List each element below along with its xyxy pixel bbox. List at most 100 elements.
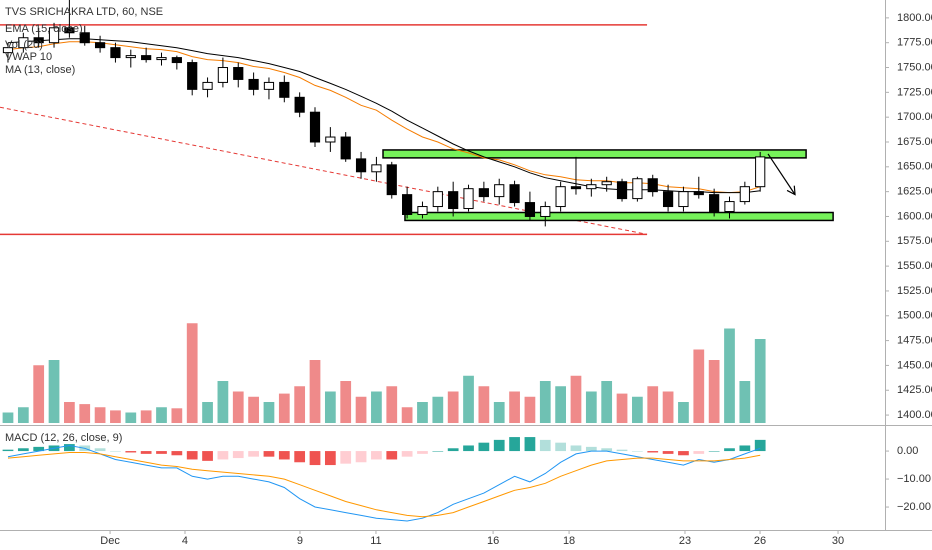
y-tick-label: −10.00: [897, 473, 931, 485]
macd-histogram-bar: [555, 442, 567, 452]
y-tick-label: 1450.00: [897, 359, 932, 371]
volume-bar: [140, 410, 152, 423]
y-tick-label: 1575.00: [897, 235, 932, 247]
y-tick-label: 1425.00: [897, 384, 932, 396]
volume-bar: [432, 396, 444, 423]
legend-entry: Vol (20): [5, 39, 43, 51]
candle-body: [693, 191, 704, 196]
legend-entry: MA (13, close): [5, 64, 75, 76]
volume-bar: [447, 391, 459, 423]
macd-histogram-bar: [524, 437, 536, 452]
macd-histogram-bar: [171, 451, 183, 456]
candle-body: [509, 184, 520, 204]
macd-histogram-bar: [447, 448, 459, 452]
macd-histogram-bar: [140, 451, 152, 454]
y-tick-label: 1500.00: [897, 310, 932, 322]
candle-body: [432, 191, 443, 208]
volume-bar: [585, 391, 597, 423]
macd-histogram-bar: [493, 439, 505, 452]
candle-body: [616, 181, 628, 200]
y-tick-label: 1600.00: [897, 210, 932, 222]
macd-histogram-bar: [278, 451, 290, 460]
macd-histogram-bar: [386, 451, 398, 460]
volume-bar: [570, 375, 582, 423]
candle-body: [2, 47, 14, 54]
volume-bar: [278, 393, 290, 423]
volume-bar: [708, 360, 720, 423]
candle-body: [263, 81, 275, 90]
volume-bar: [463, 375, 474, 423]
volume-bar: [555, 386, 567, 423]
legend-entry: EMA (15, close): [5, 23, 83, 35]
candle-body: [294, 96, 305, 113]
volume-bar: [662, 391, 674, 423]
macd-label: MACD (12, 26, close, 9): [5, 432, 122, 444]
candle-body: [647, 178, 658, 193]
candle-body: [755, 156, 766, 188]
volume-bar: [509, 391, 520, 423]
x-tick-label: 30: [832, 535, 844, 547]
candle-body: [79, 32, 90, 44]
y-tick-label: 1775.00: [897, 37, 932, 49]
candle-body: [724, 201, 735, 213]
candle-body: [402, 194, 413, 215]
macd-histogram-bar: [340, 451, 352, 464]
macd-histogram-bar: [232, 451, 244, 459]
macd-histogram-bar: [94, 448, 106, 452]
candle-body: [540, 206, 551, 217]
volume-bar: [632, 396, 643, 423]
macd-histogram-bar: [708, 451, 720, 452]
candle-body: [171, 57, 182, 64]
volume-bar: [355, 396, 367, 423]
candle-body: [141, 55, 152, 61]
candle-body: [386, 164, 397, 196]
x-tick-label: 4: [182, 535, 188, 547]
volume-bar: [125, 412, 137, 423]
volume-bar: [202, 402, 213, 423]
volume-bar: [340, 381, 352, 423]
macd-histogram-bar: [355, 451, 367, 463]
macd-histogram-bar: [647, 451, 659, 453]
macd-line: [7, 444, 761, 522]
candle-body: [94, 42, 106, 49]
x-tick-label: Dec: [100, 535, 120, 547]
macd-histogram-bar: [478, 442, 490, 452]
macd-histogram-bar: [632, 451, 643, 452]
plot: [0, 0, 834, 522]
volume-bar: [48, 360, 60, 423]
candle-body: [524, 202, 536, 217]
x-tick-label: 18: [563, 535, 575, 547]
volume-bar: [386, 386, 398, 423]
macd-histogram-bar: [678, 451, 689, 456]
volume-bar: [616, 393, 628, 423]
arrow-head: [786, 185, 796, 196]
macd-histogram-bar: [2, 449, 14, 452]
macd-histogram-bar: [601, 448, 613, 452]
volume-bar: [156, 407, 167, 423]
candle-body: [371, 164, 382, 173]
candle-body: [187, 62, 198, 90]
chart-title: TVS SRICHAKRA LTD, 60, NSE: [5, 6, 163, 18]
candle-body: [18, 37, 29, 49]
y-tick-label: 1400.00: [897, 409, 932, 421]
volume-bar: [64, 402, 75, 423]
y-tick-label: 1475.00: [897, 335, 932, 347]
y-tick-label: 1525.00: [897, 285, 932, 297]
macd-histogram-bar: [33, 446, 45, 452]
candle-body: [110, 47, 121, 59]
macd-histogram-bar: [662, 451, 674, 454]
candle-body: [632, 178, 643, 200]
candle-body: [64, 27, 75, 34]
candle-body: [463, 188, 474, 210]
volume-bar: [17, 407, 29, 423]
y-tick-label: 1550.00: [897, 260, 932, 272]
macd-histogram-bar: [324, 451, 336, 466]
volume-bar: [647, 386, 659, 423]
macd-histogram-bar: [739, 445, 751, 452]
volume-bar: [371, 391, 382, 423]
candle-body: [678, 191, 689, 208]
candle-body: [478, 188, 489, 198]
candle-body: [662, 191, 674, 208]
